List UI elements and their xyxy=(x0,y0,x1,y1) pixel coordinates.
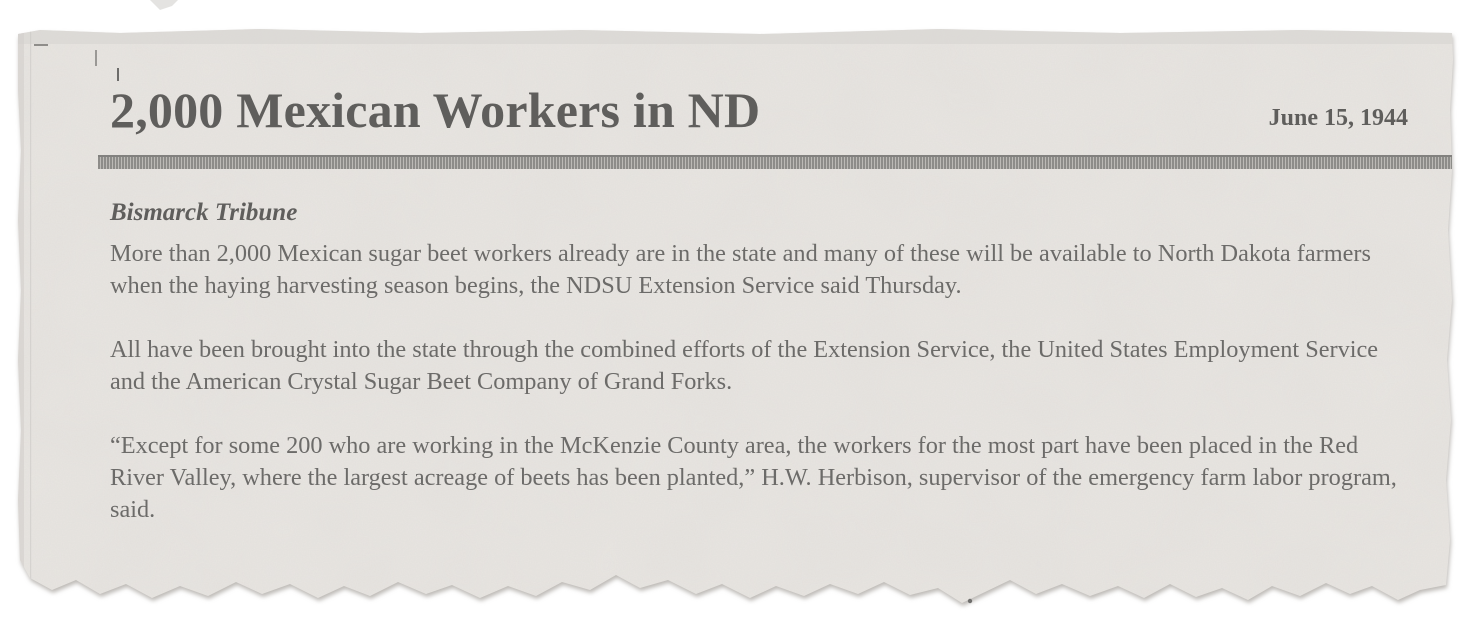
article-paragraph: All have been brought into the state thr… xyxy=(110,336,1379,395)
article-paragraph: More than 2,000 Mexican sugar beet worke… xyxy=(110,240,1371,299)
headline-divider xyxy=(98,155,1452,169)
article-paragraph: “Except for some 200 who are working in … xyxy=(110,432,1397,523)
headline: 2,000 Mexican Workers in ND xyxy=(110,82,761,138)
publication-date: June 15, 1944 xyxy=(1268,105,1408,131)
article-body: More than 2,000 Mexican sugar beet worke… xyxy=(110,238,1410,558)
source-name: Bismarck Tribune xyxy=(110,199,298,226)
